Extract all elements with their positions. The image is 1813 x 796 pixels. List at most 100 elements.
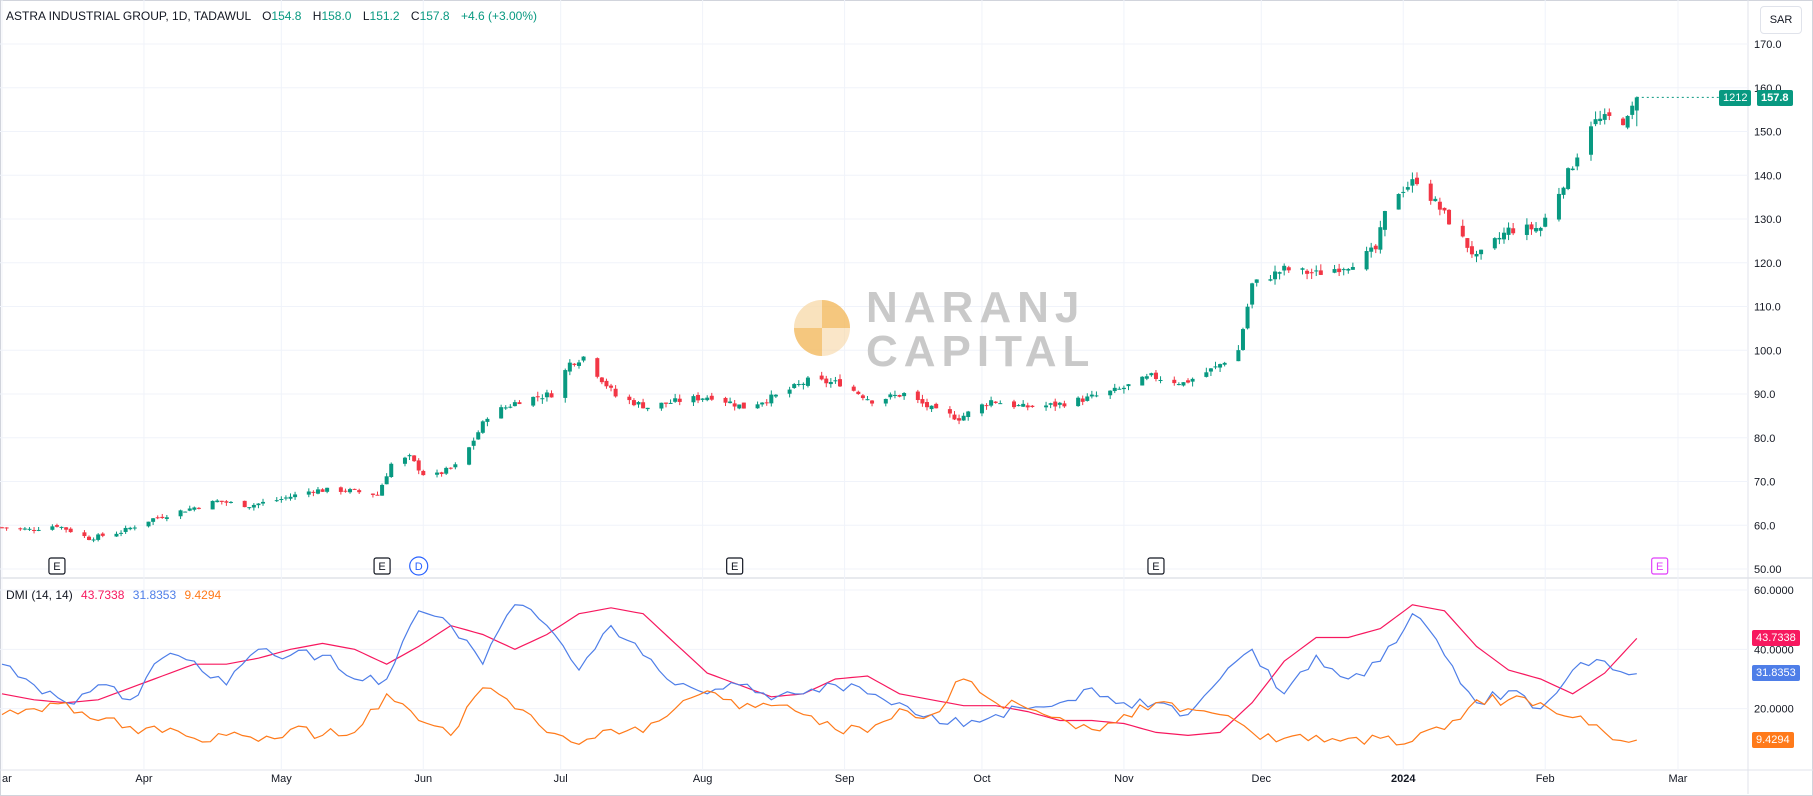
- candle-body: [883, 398, 888, 404]
- candle-body: [1286, 267, 1291, 271]
- candle-body: [824, 378, 829, 384]
- earnings-marker[interactable]: E: [1651, 557, 1669, 575]
- earnings-marker[interactable]: E: [726, 557, 744, 575]
- candle-body: [370, 493, 375, 495]
- candle-body: [1529, 224, 1534, 230]
- time-tick-label: Feb: [1536, 773, 1555, 785]
- open-label: O: [262, 9, 272, 23]
- candle-body: [1501, 232, 1506, 240]
- candle-body: [1492, 238, 1497, 249]
- candle-body: [228, 501, 233, 503]
- candle-body: [1314, 270, 1319, 272]
- minus-di-value: 9.4294: [184, 588, 222, 602]
- candle-body: [1282, 265, 1287, 271]
- candle-body: [1277, 272, 1282, 274]
- candle-body: [1030, 405, 1035, 407]
- candle-body: [187, 508, 192, 511]
- candle-body: [1410, 179, 1415, 186]
- candle-body: [50, 526, 55, 530]
- candle-body: [1588, 126, 1593, 155]
- candle-body: [375, 494, 380, 496]
- candle-body: [1593, 119, 1598, 125]
- candle-body: [261, 501, 266, 504]
- price-tick-label: 150.0: [1754, 127, 1782, 139]
- candle-body: [357, 490, 362, 493]
- candle-body: [709, 395, 714, 400]
- candle-body: [1621, 118, 1626, 126]
- candle-body: [576, 362, 581, 366]
- candle-body: [1062, 403, 1067, 407]
- candle-body: [54, 525, 59, 527]
- currency-button[interactable]: SAR: [1760, 6, 1802, 34]
- candle-body: [934, 403, 939, 409]
- candle-body: [1570, 168, 1575, 171]
- candle-body: [1396, 194, 1401, 210]
- candle-body: [215, 500, 220, 503]
- candle-body: [1469, 246, 1474, 255]
- candle-body: [677, 398, 682, 402]
- candle-body: [531, 396, 536, 406]
- candle-body: [979, 404, 984, 414]
- price-tick-label: 140.0: [1754, 170, 1782, 182]
- dmi-tick-label: 20.0000: [1754, 704, 1794, 716]
- candle-body: [36, 529, 41, 531]
- candle-body: [1245, 306, 1250, 329]
- candle-body: [178, 510, 183, 517]
- candle-body: [966, 411, 971, 418]
- watermark-line1: NARANJ: [866, 283, 1086, 332]
- candle-body: [1538, 227, 1543, 231]
- candle-body: [352, 488, 357, 490]
- dmi-header[interactable]: DMI (14, 14) 43.7338 31.8353 9.4294: [6, 588, 221, 602]
- candle-body: [838, 379, 842, 387]
- candle-body: [123, 527, 128, 532]
- candle-body: [604, 380, 609, 387]
- time-tick-label: Dec: [1252, 773, 1272, 785]
- candle-body: [860, 395, 865, 399]
- candle-body: [865, 399, 870, 401]
- time-tick-label: Apr: [135, 773, 152, 785]
- candle-body: [114, 533, 119, 537]
- time-tick-label: Nov: [1114, 773, 1134, 785]
- candle-body: [1506, 227, 1511, 235]
- candle-body: [659, 402, 664, 409]
- candle-body: [384, 476, 389, 485]
- price-tick-label: 120.0: [1754, 258, 1782, 270]
- candle-body: [453, 464, 458, 468]
- candle-body: [1428, 183, 1433, 201]
- high-value: 158.0: [321, 9, 352, 23]
- time-tick-label: Mar: [1669, 773, 1688, 785]
- candle-body: [311, 491, 316, 493]
- candle-body: [819, 375, 824, 380]
- earnings-marker[interactable]: E: [48, 557, 66, 575]
- candle-body: [833, 380, 838, 382]
- candle-body: [503, 407, 508, 409]
- candle-body: [787, 389, 792, 394]
- candle-body: [476, 432, 481, 440]
- candle-body: [636, 402, 641, 405]
- candle-body: [1016, 405, 1021, 407]
- candle-body: [1268, 279, 1273, 281]
- axes: 50.00 60.0 70.0 80.0 90.0 100.0 110.0 120.0 130.…: [2, 39, 1794, 785]
- candle-body: [705, 397, 710, 401]
- candle-body: [792, 384, 797, 389]
- bar-count-tag: 1212: [1719, 90, 1752, 106]
- dmi-tick-label: 60.0000: [1754, 585, 1794, 597]
- time-tick-label: Jul: [554, 773, 568, 785]
- earnings-marker[interactable]: E: [373, 557, 391, 575]
- candle-body: [196, 507, 201, 509]
- open-value: 154.8: [271, 9, 302, 23]
- earnings-marker-shape: [48, 557, 66, 575]
- candle-body: [1021, 403, 1026, 407]
- earnings-marker[interactable]: E: [1147, 557, 1165, 575]
- event-marker-label: E: [1656, 561, 1663, 573]
- candle-body: [764, 402, 769, 404]
- dividend-marker[interactable]: D: [409, 556, 429, 576]
- candle-body: [343, 490, 348, 492]
- candle-body: [0, 527, 4, 529]
- time-tick-label: Oct: [973, 773, 990, 785]
- price-tick-label: 170.0: [1754, 39, 1782, 51]
- candle-body: [925, 402, 930, 408]
